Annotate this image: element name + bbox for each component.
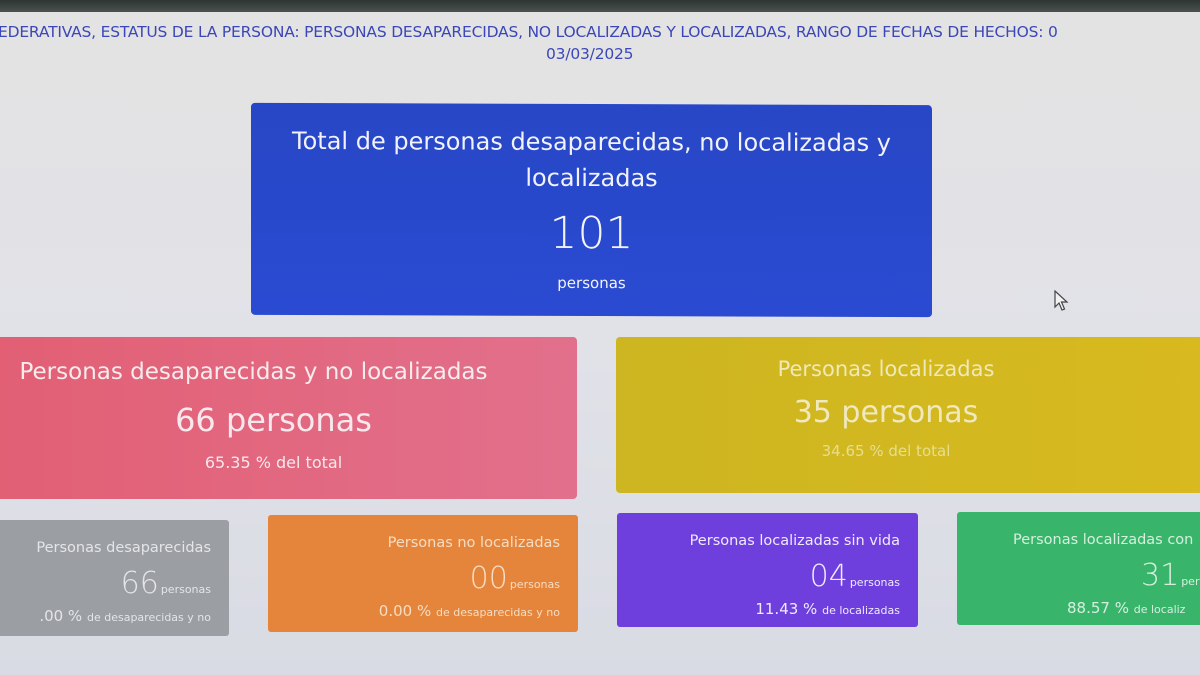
mini-card-percent: 88.57 % [1067,599,1129,617]
mini-card-unit: pers [1181,575,1200,588]
located-card-percent: 34.65 % del total [821,442,951,460]
mini-card-title: Personas localizadas sin vida [689,533,900,549]
filter-summary-line1: EDERATIVAS, ESTATUS DE LA PERSONA: PERSO… [0,23,1058,41]
not-located-persons-card: Personas no localizadas 00 personas 0.00 … [268,515,578,632]
mini-card-percent-label: de localizadas [822,604,900,617]
missing-card-title: Personas desaparecidas y no localizadas [19,359,488,385]
mini-card-percent: 0.00 % [378,602,432,620]
total-persons-card: Total de personas desaparecidas, no loca… [251,102,932,318]
filter-summary-header: EDERATIVAS, ESTATUS DE LA PERSONA: PERSO… [0,22,1200,63]
mini-card-value: 00 [469,561,508,596]
mini-card-title: Personas desaparecidas [36,540,211,556]
located-alive-card: Personas localizadas con 31pers 88.57 % … [957,512,1200,625]
arrow-pointer-icon [1054,290,1069,311]
mini-card-unit: personas [509,578,560,591]
mini-card-percent-label: de desaparecidas y no [86,611,211,624]
mini-card-value: 04 [809,559,848,594]
total-card-unit: personas [557,273,626,293]
mini-card-value: 66 [120,566,159,601]
mini-card-title: Personas no localizadas [387,535,560,551]
mini-card-unit: personas [160,583,211,596]
missing-not-located-card: Personas desaparecidas y no localizadas … [0,337,577,499]
mini-card-percent: .00 % [39,607,83,625]
located-card-value: 35 personas [793,395,979,430]
total-card-title: Total de personas desaparecidas, no loca… [292,126,891,193]
located-card: Personas localizadas 35 personas 34.65 %… [616,337,1200,493]
mini-card-percent: 11.43 % [755,600,818,618]
located-deceased-card: Personas localizadas sin vida 04 personas… [617,513,918,627]
mini-card-percent-label: de localiz [1133,603,1186,616]
missing-persons-card: Personas desaparecidas 66 personas .00 % … [0,520,229,636]
mini-card-unit: personas [849,576,900,589]
missing-card-percent: 65.35 % del total [204,453,343,472]
located-card-title: Personas localizadas [777,357,995,381]
filter-summary-date: 03/03/2025 [546,45,634,63]
mini-card-percent-label: de desaparecidas y no [435,606,560,619]
mini-card-value: 31 [1141,558,1180,593]
total-card-value: 101 [549,207,634,260]
missing-card-value: 66 personas [175,401,372,439]
mini-card-title: Personas localizadas con [1013,532,1194,548]
monitor-bezel [0,0,1200,12]
